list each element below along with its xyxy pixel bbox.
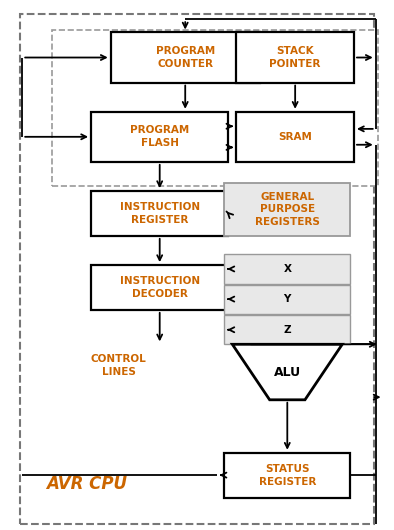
Text: CONTROL
LINES: CONTROL LINES: [91, 354, 146, 377]
FancyBboxPatch shape: [225, 183, 350, 236]
FancyBboxPatch shape: [91, 265, 229, 310]
FancyBboxPatch shape: [111, 32, 260, 83]
Text: ALU: ALU: [274, 366, 301, 378]
FancyBboxPatch shape: [225, 254, 350, 284]
Text: STACK
POINTER: STACK POINTER: [269, 46, 321, 69]
Text: AVR CPU: AVR CPU: [46, 475, 128, 493]
Text: GENERAL
PURPOSE
REGISTERS: GENERAL PURPOSE REGISTERS: [255, 192, 320, 227]
Text: PROGRAM
COUNTER: PROGRAM COUNTER: [156, 46, 215, 69]
Text: SRAM: SRAM: [278, 132, 312, 142]
Text: X: X: [283, 264, 291, 274]
FancyBboxPatch shape: [225, 453, 350, 498]
FancyBboxPatch shape: [20, 14, 374, 524]
FancyBboxPatch shape: [236, 32, 354, 83]
FancyBboxPatch shape: [225, 285, 350, 314]
FancyBboxPatch shape: [91, 191, 229, 236]
Text: INSTRUCTION
DECODER: INSTRUCTION DECODER: [120, 276, 200, 299]
FancyBboxPatch shape: [91, 112, 229, 162]
Text: INSTRUCTION
REGISTER: INSTRUCTION REGISTER: [120, 202, 200, 225]
FancyBboxPatch shape: [225, 315, 350, 344]
Text: STATUS
REGISTER: STATUS REGISTER: [258, 464, 316, 487]
Text: PROGRAM
FLASH: PROGRAM FLASH: [130, 126, 190, 148]
FancyBboxPatch shape: [52, 30, 377, 186]
FancyBboxPatch shape: [236, 112, 354, 162]
Text: Z: Z: [284, 325, 291, 335]
Text: Y: Y: [284, 294, 291, 304]
Polygon shape: [232, 344, 342, 400]
